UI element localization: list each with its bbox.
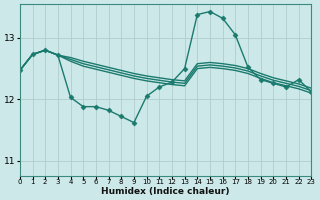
X-axis label: Humidex (Indice chaleur): Humidex (Indice chaleur): [101, 187, 230, 196]
